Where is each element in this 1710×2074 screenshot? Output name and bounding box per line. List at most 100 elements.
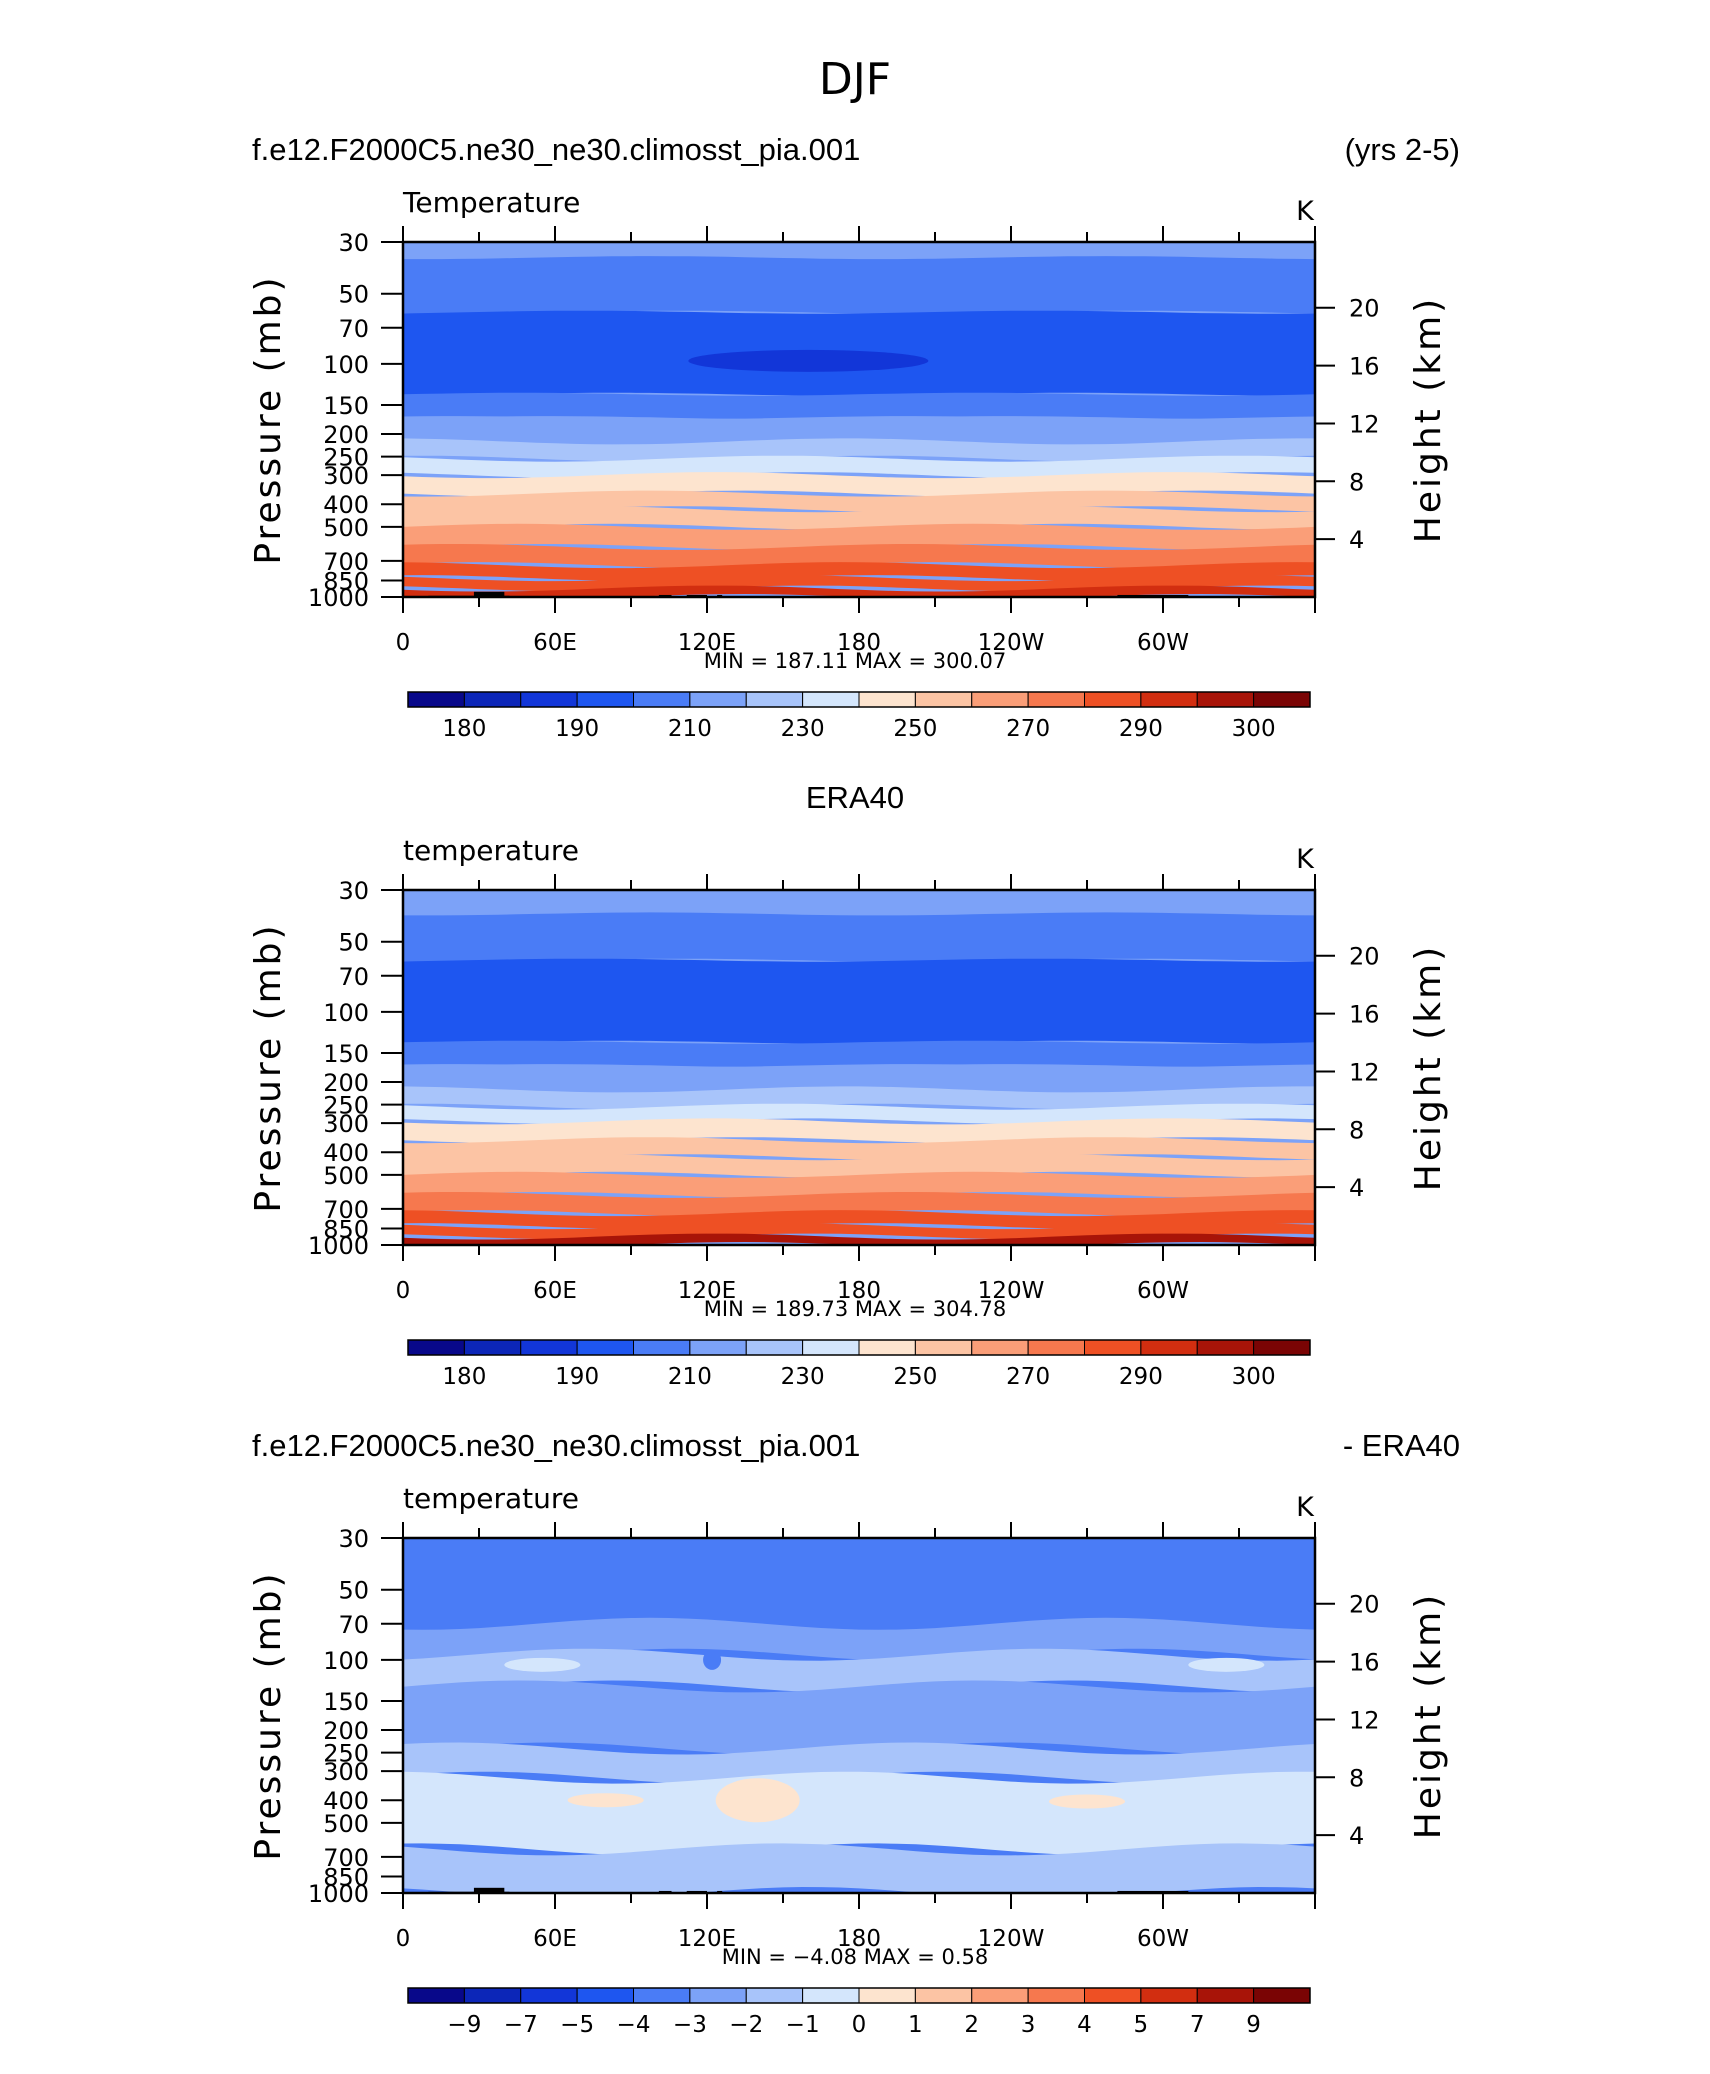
colorbar-swatch [802,1987,860,2004]
panel-left-title: f.e12.F2000C5.ne30_ne30.climosst_pia.001 [252,132,860,167]
colorbar-label: 190 [555,716,599,742]
lon-tick-label: 60E [533,1926,577,1952]
contour-plot [403,242,1315,597]
colorbar-swatch [576,691,634,708]
colorbar-swatch [1027,1339,1085,1356]
panel-units-label: K [1296,844,1315,875]
colorbar-label: 0 [852,2012,867,2038]
pressure-tick-label: 30 [338,877,369,905]
contour-band [403,585,1315,597]
pressure-tick-label: 500 [323,514,369,542]
contour-band [403,890,1315,916]
panel-center-title: ERA40 [806,780,904,815]
pressure-tick-label: 150 [323,1688,369,1716]
colorbar-label: 210 [668,716,712,742]
colorbar-swatch [971,1339,1029,1356]
contour-band [403,490,1315,513]
panel-units-label: K [1296,196,1315,227]
colorbar-label: 270 [1006,1364,1050,1390]
pressure-tick-label: 700 [323,1196,369,1224]
colorbar-swatch [520,1987,578,2004]
lon-tick-label: 60E [533,1278,577,1304]
lon-tick-label: 0 [396,1278,411,1304]
pressure-tick-label: 250 [323,1740,369,1768]
pressure-tick-label: 50 [338,281,369,309]
panel-variable-label: temperature [403,834,579,867]
colorbar-swatch [633,1987,691,2004]
contour-band [403,958,1315,1044]
contour-band [403,1171,1315,1198]
colorbar-label: 250 [893,1364,937,1390]
height-tick-label: 20 [1349,1591,1380,1619]
contour-band [403,1538,1315,1630]
panel-1: f.e12.F2000C5.ne30_ne30.climosst_pia.001… [248,132,1460,742]
colorbar-frame [407,691,1311,708]
colorbar-label: 270 [1006,716,1050,742]
colorbar-swatch [1253,1987,1311,2004]
anomaly-contour [567,1793,644,1808]
colorbar-swatch [1140,691,1198,708]
pressure-tick-label: 50 [338,929,369,957]
colorbar-label: 1 [908,2012,923,2038]
lon-tick-label: 60W [1137,1278,1189,1304]
pressure-tick-label: 100 [323,1647,369,1675]
colorbar-label: −7 [504,2012,538,2038]
colorbar-swatch [407,1339,465,1356]
colorbar-swatch [1140,1987,1198,2004]
lon-tick-label: 120E [678,630,736,656]
pressure-tick-label: 150 [323,1040,369,1068]
height-tick-label: 20 [1349,943,1380,971]
lon-tick-label: 120W [978,1926,1045,1952]
height-tick-label: 12 [1349,410,1380,438]
contour-band [403,256,1315,314]
contour-band [403,392,1315,420]
height-axis-title: Height (km) [1408,944,1449,1191]
colorbar-frame [407,1987,1311,2004]
colorbar-swatch [576,1339,634,1356]
colorbar-swatch [1084,691,1142,708]
pressure-tick-label: 250 [323,444,369,472]
lon-tick-label: 0 [396,1926,411,1952]
pressure-tick-label: 50 [338,1577,369,1605]
height-tick-label: 12 [1349,1706,1380,1734]
colorbar-swatch [914,1987,973,2004]
colorbar-label: 2 [964,2012,979,2038]
pressure-tick-label: 70 [338,963,369,991]
min-max-label: MIN = −4.08 MAX = 0.58 [722,1945,989,1969]
colorbar-swatch [971,1987,1029,2004]
height-tick-label: 16 [1349,353,1380,381]
colorbar-label: 180 [442,1364,486,1390]
lon-tick-label: 60W [1137,630,1189,656]
topography-mask [473,591,505,597]
colorbar-swatch [1084,1339,1142,1356]
panel-units-label: K [1296,1492,1315,1523]
min-max-label: MIN = 189.73 MAX = 304.78 [704,1297,1006,1321]
lon-tick-label: 60W [1137,1926,1189,1952]
contour-plot [403,890,1315,1245]
colorbar-label: 300 [1232,716,1276,742]
pressure-tick-label: 30 [338,1525,369,1553]
height-tick-label: 4 [1349,1174,1364,1202]
colorbar-swatch [1084,1987,1142,2004]
pressure-tick-label: 400 [323,491,369,519]
lon-tick-label: 180 [837,630,881,656]
contour-band [403,1103,1315,1125]
pressure-tick-label: 700 [323,1844,369,1872]
colorbar-label: 3 [1021,2012,1036,2038]
colorbar-swatch [407,1987,465,2004]
contour-band [403,544,1315,569]
pressure-tick-label: 1000 [308,1232,369,1260]
contour-band [403,1137,1315,1161]
pressure-tick-label: 300 [323,1758,369,1786]
colorbar-swatch [745,1987,804,2004]
colorbar-label: 300 [1232,1364,1276,1390]
pressure-tick-label: 30 [338,229,369,257]
lon-tick-label: 120W [978,630,1045,656]
height-tick-label: 4 [1349,526,1364,554]
pressure-tick-label: 200 [323,421,369,449]
pressure-tick-label: 500 [323,1162,369,1190]
figure-title: DJF [819,54,891,105]
colorbar-swatch [1196,1339,1255,1356]
contour-band [403,1233,1315,1245]
